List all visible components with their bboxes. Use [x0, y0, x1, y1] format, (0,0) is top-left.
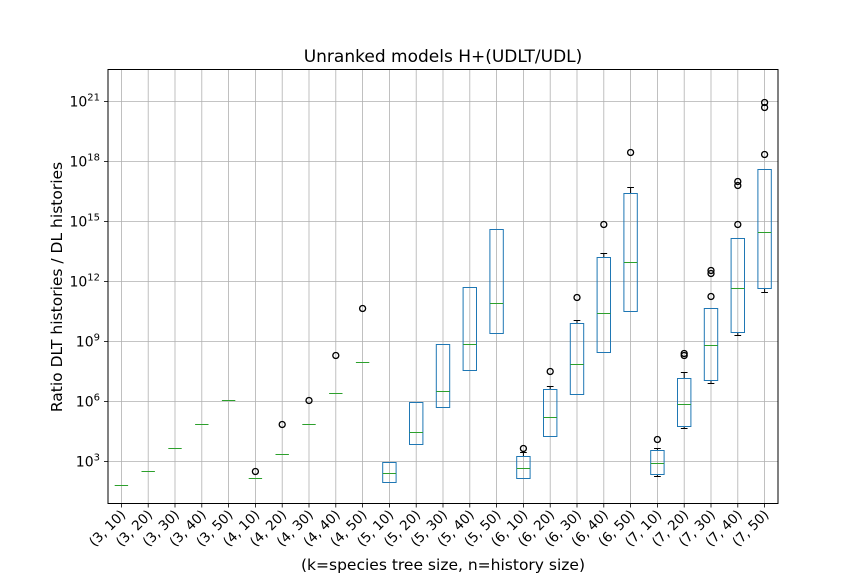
box-iqr: [730, 238, 745, 333]
y-tick-label: 103: [76, 453, 100, 471]
box-iqr: [516, 456, 531, 479]
outlier-point: [707, 269, 715, 278]
outlier-point: [760, 150, 769, 159]
outlier-point: [251, 467, 260, 476]
outlier-point: [332, 351, 340, 360]
y-axis-ticks: 103 106 109 1012 1015 1018 1021: [69, 93, 108, 471]
box-5: [248, 467, 263, 479]
box-iqr: [409, 402, 424, 445]
box-10: [382, 462, 397, 483]
box-17: [569, 293, 585, 395]
box-21: [677, 349, 692, 429]
box-7: [302, 396, 316, 425]
box-iqr: [623, 193, 638, 312]
box-series: [114, 98, 772, 486]
box-16: [543, 367, 558, 437]
box-22: [703, 266, 719, 384]
box-11: [409, 402, 424, 445]
box-19: [623, 148, 638, 312]
grid-lines: [108, 69, 778, 504]
box-15: [516, 444, 531, 479]
outlier-point: [305, 396, 313, 405]
box-iqr: [596, 257, 611, 353]
box-iqr: [435, 344, 451, 408]
outlier-point: [680, 349, 688, 358]
outlier-point: [358, 304, 367, 313]
box-23: [730, 177, 745, 336]
y-tick-label: 1012: [69, 273, 100, 291]
box-9: [355, 304, 370, 363]
box-24: [757, 98, 772, 293]
outlier-point: [519, 444, 528, 453]
outlier-point: [734, 181, 742, 190]
outlier-point: [546, 367, 554, 376]
outlier-point: [760, 103, 769, 112]
outlier-point: [707, 292, 715, 301]
box-iqr: [543, 389, 558, 437]
box-iqr: [489, 229, 504, 334]
y-tick-label: 109: [76, 333, 100, 351]
box-18: [596, 220, 611, 353]
box-6: [275, 420, 289, 455]
outlier-point: [278, 420, 286, 429]
box-iqr: [703, 308, 719, 381]
outlier-point: [626, 148, 635, 157]
x-axis-ticks: (3, 10)(3, 20)(3, 30)(3, 40)(3, 50)(4, 1…: [86, 503, 772, 550]
outlier-point: [600, 220, 608, 229]
y-tick-label: 106: [76, 393, 100, 411]
outlier-point: [573, 293, 581, 302]
y-tick-label: 1015: [69, 213, 100, 231]
y-tick-label: 1021: [69, 93, 100, 111]
box-iqr: [382, 462, 397, 483]
outlier-point: [653, 435, 662, 444]
chart-title: Unranked models H+(UDLT/UDL): [304, 47, 583, 67]
box-iqr: [569, 323, 585, 395]
box-8: [329, 351, 343, 394]
outlier-point: [734, 220, 742, 229]
box-iqr: [462, 287, 478, 371]
y-tick-label: 1018: [69, 153, 100, 171]
outlier-point: [760, 98, 769, 107]
box-iqr: [650, 450, 665, 475]
y-axis-label: Ratio DLT histories / DL histories: [48, 162, 66, 412]
x-axis-label: (k=species tree size, n=history size): [301, 556, 585, 574]
box-14: [489, 229, 504, 334]
box-iqr: [677, 378, 692, 427]
box-20: [650, 435, 665, 477]
box-12: [435, 344, 451, 408]
outlier-point: [734, 177, 742, 186]
box-13: [462, 287, 478, 371]
box-iqr: [757, 169, 772, 289]
outlier-point: [707, 266, 715, 275]
